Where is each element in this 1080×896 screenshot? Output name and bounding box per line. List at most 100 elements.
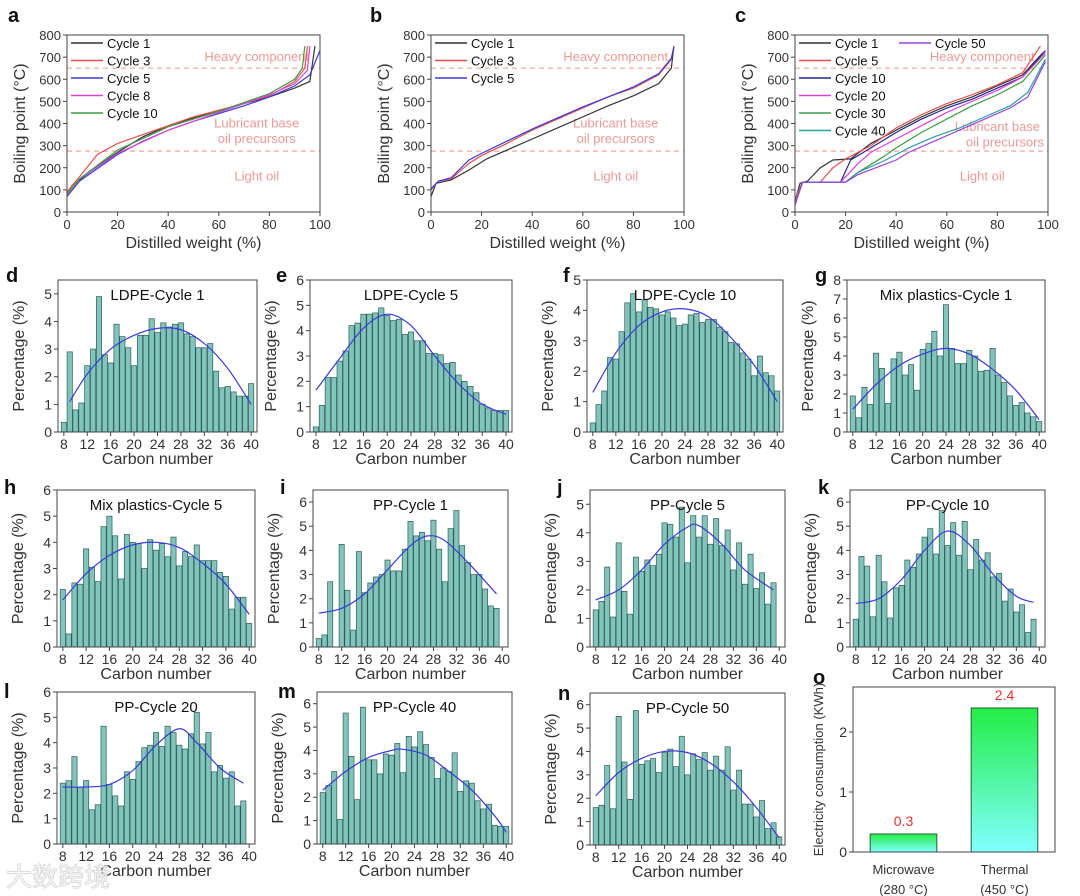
chart-title: PP-Cycle 1: [373, 497, 448, 514]
x-tick-label: 36: [218, 651, 234, 667]
bar: [995, 374, 1002, 433]
x-tick-label: 16: [894, 651, 910, 667]
bar: [589, 422, 596, 433]
legend-label: Cycle 8: [107, 89, 150, 104]
y-axis-label: Percentage (%): [263, 300, 280, 411]
y-tick-label: 4: [303, 742, 311, 758]
x-tick-label: 16: [103, 436, 119, 452]
y-tick-label: 2: [43, 587, 51, 603]
x-tick-label: 24: [403, 436, 419, 452]
bar: [170, 732, 177, 845]
bar: [728, 341, 735, 433]
x-tick-label: 8: [60, 436, 68, 452]
y-tick-label: 6: [299, 494, 307, 510]
x-tick-label: 36: [472, 651, 488, 667]
bar: [650, 758, 657, 846]
legend-label: Cycle 40: [835, 124, 886, 139]
bar: [764, 828, 771, 846]
value-label: 2.4: [995, 687, 1015, 703]
x-tick-label: 8: [849, 436, 857, 452]
bar: [228, 771, 235, 845]
bar: [983, 369, 990, 433]
bar: [205, 560, 212, 648]
bar: [90, 348, 97, 433]
x-tick-label: 8: [312, 436, 320, 452]
bar: [158, 746, 165, 845]
bar: [106, 515, 113, 648]
y-tick-label: 5: [573, 272, 581, 288]
bar: [474, 800, 481, 845]
bar: [950, 522, 957, 648]
y-tick-label: 800: [403, 28, 425, 43]
x-tick-label: 28: [173, 436, 189, 452]
bar: [451, 752, 458, 845]
bar: [770, 582, 777, 648]
bar: [658, 314, 665, 433]
x-tick-label: 32: [726, 849, 742, 865]
x-tick-label: 28: [427, 436, 443, 452]
x-axis-label: Carbon number: [632, 666, 744, 683]
bar: [195, 347, 202, 433]
x-tick-label: 12: [868, 436, 884, 452]
bar: [753, 816, 760, 846]
bar: [776, 836, 783, 846]
bar: [170, 536, 177, 648]
legend-label: Cycle 1: [107, 36, 150, 51]
y-tick-label: 400: [767, 117, 789, 132]
panel-o: o 0.3 Microwave (280 °C) 2.4 Thermal (450 °C) 0…: [811, 667, 1056, 896]
bar: [166, 326, 173, 433]
y-tick-label: 4: [44, 313, 52, 329]
category-label: Thermal: [981, 862, 1029, 877]
bar: [774, 390, 781, 433]
bar: [990, 576, 997, 648]
bar: [1030, 416, 1037, 433]
x-tick-label: 8: [315, 651, 323, 667]
fit-curve: [318, 535, 497, 614]
bar: [153, 732, 159, 845]
panel-letter: n: [558, 683, 570, 705]
y-tick-label: 0: [54, 205, 61, 220]
x-tick-label: 12: [611, 849, 627, 865]
series-line: [430, 45, 675, 197]
x-tick-label: 12: [871, 651, 887, 667]
bar: [330, 377, 337, 433]
chart-title: Mix plastics-Cycle 5: [90, 497, 223, 514]
bar: [902, 374, 909, 433]
bar: [638, 763, 645, 846]
x-tick-label: 0: [63, 217, 70, 232]
y-tick-label: 5: [303, 719, 311, 735]
x-tick-label: 40: [498, 848, 514, 864]
y-tick-label: 1: [576, 814, 584, 830]
bar: [858, 556, 865, 648]
bar: [925, 343, 932, 433]
bar: [486, 803, 492, 845]
bar: [707, 543, 714, 648]
bar: [425, 353, 432, 433]
annotation: Lubricant base: [214, 116, 299, 131]
bar: [177, 322, 184, 433]
panel-letter: j: [556, 477, 563, 499]
chart-title: PP-Cycle 20: [114, 699, 197, 716]
bar: [325, 785, 332, 845]
bar: [336, 360, 343, 433]
x-tick-label: 20: [838, 217, 852, 232]
x-tick-label: 60: [576, 217, 590, 232]
bar: [113, 323, 120, 433]
bar: [655, 553, 662, 648]
y-tick-label: 4: [576, 525, 584, 541]
y-axis-label: Percentage (%): [543, 513, 560, 624]
y-tick-label: 0: [44, 424, 52, 440]
bar: [970, 707, 1039, 853]
chart-title: Mix plastics-Cycle 1: [880, 287, 1013, 304]
bar: [624, 302, 631, 433]
x-tick-label: 20: [474, 217, 488, 232]
bar: [684, 562, 691, 648]
bar: [678, 506, 685, 648]
bar: [60, 421, 67, 433]
bar: [684, 774, 691, 846]
annotation: Heavy component: [563, 49, 668, 64]
x-axis-label: Carbon number: [359, 863, 471, 880]
bar: [396, 570, 402, 648]
